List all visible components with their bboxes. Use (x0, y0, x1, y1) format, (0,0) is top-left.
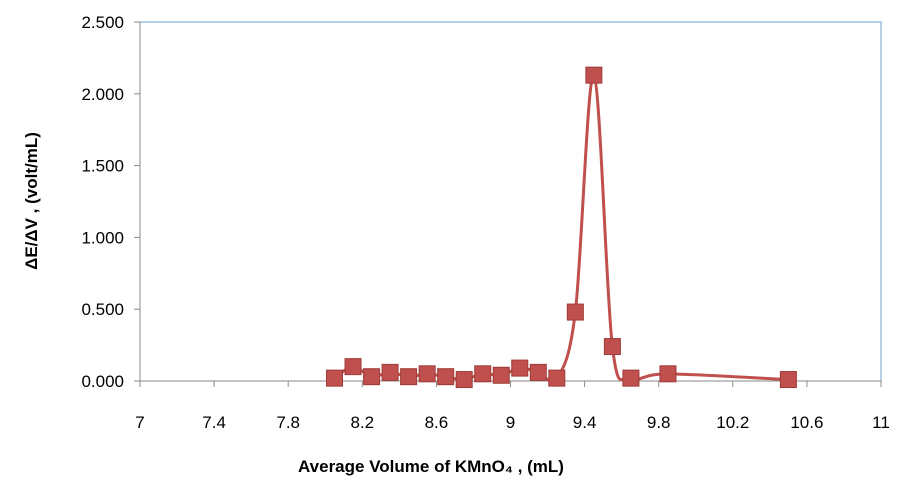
data-point-square (400, 368, 418, 386)
y-tick-label: 1.500 (81, 157, 124, 176)
y-axis-ticks: 0.000 0.500 1.000 1.500 2.000 2.500 (81, 13, 140, 391)
y-axis-title: ΔE/ΔV , (volt/mL) (22, 132, 41, 270)
data-point-square (437, 368, 455, 386)
data-point-square (381, 363, 399, 381)
data-point-square (474, 365, 492, 383)
data-point-square (511, 359, 529, 377)
x-tick-label: 9.8 (647, 413, 671, 432)
x-tick-label: 7.4 (202, 413, 226, 432)
y-tick-label: 2.500 (81, 13, 124, 32)
data-point-square (363, 368, 381, 386)
data-point-square (529, 363, 547, 381)
data-point-square (344, 358, 362, 376)
data-point-square (548, 369, 566, 387)
y-tick-label: 0.500 (81, 300, 124, 319)
data-point-square (492, 366, 510, 384)
x-tick-label: 10.6 (790, 413, 823, 432)
x-tick-label: 7 (135, 413, 144, 432)
data-point-square (779, 371, 797, 389)
x-tick-label: 9.4 (573, 413, 597, 432)
x-axis-title: Average Volume of KMnO₄ , (mL) (298, 457, 564, 476)
data-point-square (326, 369, 344, 387)
x-tick-label: 8.6 (425, 413, 449, 432)
series-layer (326, 66, 797, 389)
x-tick-label: 9 (506, 413, 515, 432)
data-point-square (418, 365, 436, 383)
x-tick-label: 8.2 (350, 413, 374, 432)
data-point-square (585, 66, 603, 84)
data-point-square (455, 371, 473, 389)
data-point-square (566, 303, 584, 321)
plot-area-frame (139, 21, 882, 382)
x-tick-label: 11 (872, 413, 890, 432)
x-tick-label: 10.2 (716, 413, 749, 432)
x-axis-ticks: 7 7.4 7.8 8.2 8.6 9 9.4 9.8 10.2 10.6 11 (135, 381, 890, 432)
data-point-square (659, 365, 677, 383)
data-point-square (622, 369, 640, 387)
y-tick-label: 0.000 (81, 372, 124, 391)
y-tick-label: 2.000 (81, 85, 124, 104)
y-tick-label: 1.000 (81, 228, 124, 247)
x-tick-label: 7.8 (276, 413, 300, 432)
data-point-square (603, 338, 621, 356)
